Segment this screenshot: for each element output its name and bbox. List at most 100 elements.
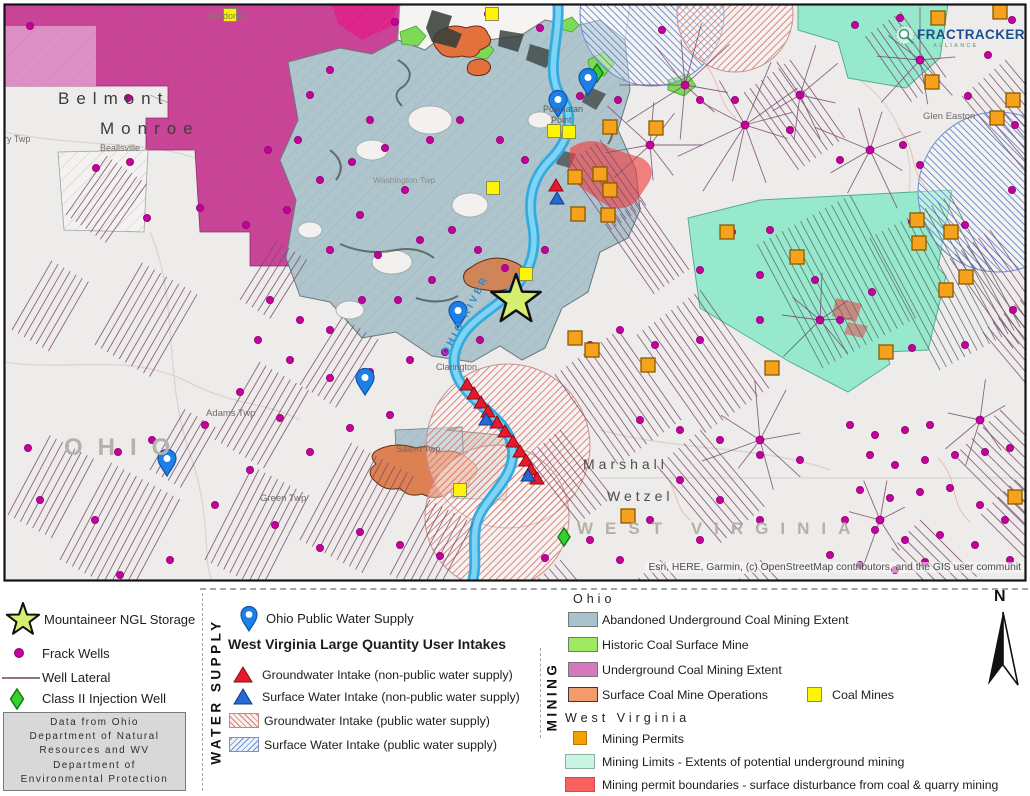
- frack-well-dot[interactable]: [916, 160, 925, 169]
- frack-well-dot[interactable]: [696, 265, 705, 274]
- frack-well-dot[interactable]: [614, 96, 623, 105]
- frack-well-dot[interactable]: [325, 66, 334, 75]
- frack-well-dot[interactable]: [1011, 121, 1020, 130]
- frack-well-dot[interactable]: [1006, 443, 1015, 452]
- frack-well-dot[interactable]: [305, 447, 314, 456]
- frack-well-dot[interactable]: [415, 235, 424, 244]
- frack-well-dot[interactable]: [541, 245, 550, 254]
- frack-well-dot[interactable]: [521, 155, 530, 164]
- groundwater-intake-marker[interactable]: [518, 453, 534, 467]
- frack-well-dot[interactable]: [766, 225, 775, 234]
- frack-well-dot[interactable]: [811, 275, 820, 284]
- groundwater-intake-marker[interactable]: [459, 377, 475, 391]
- mining-permit-marker[interactable]: [600, 207, 616, 223]
- coal-mine-marker[interactable]: [223, 8, 237, 22]
- surface-intake-marker[interactable]: [520, 468, 536, 482]
- mining-permit-marker[interactable]: [989, 110, 1005, 126]
- frack-well-dot[interactable]: [355, 210, 364, 219]
- mining-permit-marker[interactable]: [789, 249, 805, 265]
- frack-well-dot[interactable]: [961, 220, 970, 229]
- frack-well-dot[interactable]: [740, 120, 750, 130]
- frack-well-dot[interactable]: [263, 145, 272, 154]
- frack-well-dot[interactable]: [901, 536, 910, 545]
- water-supply-pin[interactable]: [355, 367, 375, 397]
- frack-well-dot[interactable]: [210, 500, 219, 509]
- mining-permit-marker[interactable]: [938, 282, 954, 298]
- mining-permit-marker[interactable]: [592, 166, 608, 182]
- frack-well-dot[interactable]: [315, 544, 324, 553]
- mining-permit-marker[interactable]: [570, 206, 586, 222]
- mining-permit-marker[interactable]: [1007, 489, 1023, 505]
- frack-well-dot[interactable]: [293, 135, 302, 144]
- frack-well-dot[interactable]: [536, 23, 545, 32]
- frack-well-dot[interactable]: [886, 493, 895, 502]
- frack-well-dot[interactable]: [651, 340, 660, 349]
- water-supply-pin[interactable]: [578, 67, 598, 97]
- water-supply-pin[interactable]: [448, 300, 468, 330]
- frack-well-dot[interactable]: [616, 556, 625, 565]
- frack-well-dot[interactable]: [841, 516, 850, 525]
- frack-well-dot[interactable]: [23, 443, 32, 452]
- frack-well-dot[interactable]: [1008, 15, 1017, 24]
- frack-well-dot[interactable]: [676, 475, 685, 484]
- frack-well-dot[interactable]: [393, 295, 402, 304]
- injection-well-marker[interactable]: [557, 526, 571, 548]
- frack-well-dot[interactable]: [901, 425, 910, 434]
- frack-well-dot[interactable]: [731, 96, 740, 105]
- mining-permit-marker[interactable]: [909, 212, 925, 228]
- water-pin-icon[interactable]: [578, 67, 598, 97]
- mining-permit-marker[interactable]: [648, 120, 664, 136]
- frack-well-dot[interactable]: [891, 460, 900, 469]
- frack-well-dot[interactable]: [347, 157, 356, 166]
- coal-mine-marker[interactable]: [519, 267, 533, 281]
- frack-well-dot[interactable]: [395, 541, 404, 550]
- frack-well-dot[interactable]: [405, 355, 414, 364]
- mining-permit-marker[interactable]: [1005, 92, 1021, 108]
- frack-well-dot[interactable]: [1008, 185, 1017, 194]
- frack-well-dot[interactable]: [385, 410, 394, 419]
- frack-well-dot[interactable]: [868, 287, 877, 296]
- frack-well-dot[interactable]: [400, 185, 409, 194]
- frack-well-dot[interactable]: [756, 315, 765, 324]
- mining-permit-marker[interactable]: [584, 342, 600, 358]
- frack-well-dot[interactable]: [25, 21, 34, 30]
- frack-well-dot[interactable]: [975, 415, 985, 425]
- frack-well-dot[interactable]: [871, 430, 880, 439]
- frack-well-dot[interactable]: [345, 423, 354, 432]
- frack-well-dot[interactable]: [195, 203, 204, 212]
- frack-well-dot[interactable]: [270, 521, 279, 530]
- frack-well-dot[interactable]: [616, 325, 625, 334]
- frack-well-dot[interactable]: [165, 556, 174, 565]
- frack-well-dot[interactable]: [253, 335, 262, 344]
- groundwater-intake-marker[interactable]: [548, 178, 564, 192]
- frack-well-dot[interactable]: [245, 465, 254, 474]
- frack-well-dot[interactable]: [475, 335, 484, 344]
- frack-well-dot[interactable]: [964, 92, 973, 101]
- frack-well-dot[interactable]: [357, 295, 366, 304]
- frack-well-dot[interactable]: [373, 250, 382, 259]
- frack-well-dot[interactable]: [142, 213, 151, 222]
- frack-well-dot[interactable]: [716, 495, 725, 504]
- surface-intake-marker[interactable]: [478, 412, 494, 426]
- frack-well-dot[interactable]: [36, 495, 45, 504]
- mining-permit-marker[interactable]: [567, 169, 583, 185]
- mining-permit-marker[interactable]: [878, 344, 894, 360]
- frack-well-dot[interactable]: [147, 435, 156, 444]
- coal-mine-marker[interactable]: [486, 181, 500, 195]
- frack-well-dot[interactable]: [440, 347, 449, 356]
- frack-well-dot[interactable]: [696, 536, 705, 545]
- frack-well-dot[interactable]: [796, 455, 805, 464]
- mining-permit-marker[interactable]: [924, 74, 940, 90]
- frack-well-dot[interactable]: [976, 500, 985, 509]
- frack-well-dot[interactable]: [435, 552, 444, 561]
- frack-well-dot[interactable]: [786, 126, 795, 135]
- map-canvas[interactable]: Belmont Monroe Beallsville ry Twp Adams Twp G…: [0, 0, 1030, 585]
- frack-well-dot[interactable]: [1009, 305, 1018, 314]
- frack-well-dot[interactable]: [241, 220, 250, 229]
- frack-well-dot[interactable]: [916, 487, 925, 496]
- frack-well-dot[interactable]: [355, 528, 364, 537]
- coal-mine-marker[interactable]: [485, 7, 499, 21]
- frack-well-dot[interactable]: [951, 450, 960, 459]
- frack-well-dot[interactable]: [500, 263, 509, 272]
- frack-well-dot[interactable]: [915, 55, 925, 65]
